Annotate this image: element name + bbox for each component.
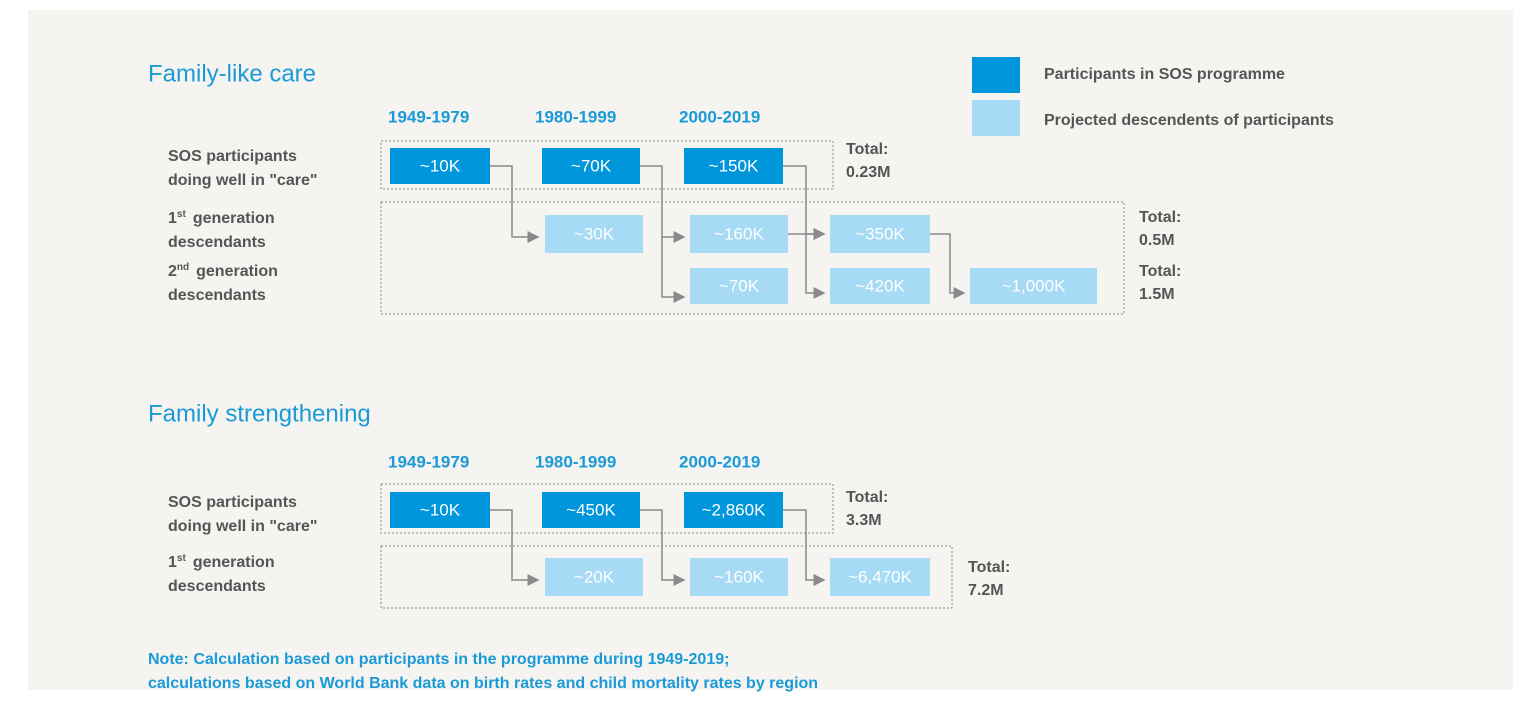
- row-label: doing well in "care": [168, 172, 317, 189]
- value-box-label: ~6,470K: [848, 567, 912, 586]
- value-box-label: ~350K: [855, 224, 905, 243]
- value-box-label: ~160K: [714, 567, 764, 586]
- total-label: Total:: [846, 489, 888, 506]
- period-label: 1949-1979: [388, 107, 469, 126]
- arrow: [490, 165, 540, 243]
- ordinal: 2: [168, 263, 177, 280]
- ordinal-suffix: st: [177, 209, 187, 220]
- legend-swatch: [972, 100, 1020, 136]
- total-value: 7.2M: [968, 582, 1004, 599]
- value-box: [690, 215, 788, 253]
- value-box: [390, 492, 490, 528]
- legend-swatch: [972, 57, 1020, 93]
- value-box-label: ~450K: [566, 500, 616, 519]
- value-box: [690, 268, 788, 304]
- period-label: 1980-1999: [535, 107, 616, 126]
- period-label: 1980-1999: [535, 452, 616, 471]
- note: Note: Calculation based on participants …: [148, 651, 729, 668]
- row-label: doing well in "care": [168, 518, 317, 535]
- row-label: 1st generation: [168, 553, 275, 572]
- total-label: Total:: [968, 559, 1010, 576]
- group-outline: [380, 545, 953, 609]
- row-label: SOS participants: [168, 148, 297, 165]
- arrow: [930, 233, 966, 299]
- total-value: 0.23M: [846, 164, 890, 181]
- value-box: [545, 215, 643, 253]
- row-label-text: generation: [196, 263, 278, 280]
- arrow: [640, 165, 686, 243]
- ordinal: 1: [168, 554, 177, 571]
- value-box-label: ~160K: [714, 224, 764, 243]
- value-box-label: ~2,860K: [702, 500, 766, 519]
- total-label: Total:: [846, 141, 888, 158]
- row-label: descendants: [168, 234, 266, 251]
- group-outline: [380, 483, 834, 534]
- ordinal-suffix: nd: [177, 262, 189, 273]
- total-value: 3.3M: [846, 512, 882, 529]
- arrow: [661, 237, 686, 303]
- period-label: 1949-1979: [388, 452, 469, 471]
- value-box: [684, 148, 783, 184]
- arrow: [490, 509, 540, 586]
- arrow: [805, 234, 826, 299]
- ordinal-suffix: st: [177, 553, 187, 564]
- value-box-label: ~70K: [719, 276, 760, 295]
- section-title: Family-like care: [148, 60, 316, 87]
- value-box: [830, 215, 930, 253]
- value-box-label: ~1,000K: [1002, 276, 1066, 295]
- row-label: descendants: [168, 578, 266, 595]
- legend-label: Participants in SOS programme: [1044, 66, 1285, 83]
- value-box: [690, 558, 788, 596]
- row-label: descendants: [168, 287, 266, 304]
- value-box-label: ~30K: [574, 224, 615, 243]
- arrow: [783, 509, 826, 586]
- value-box: [830, 558, 930, 596]
- value-box-label: ~20K: [574, 567, 615, 586]
- period-label: 2000-2019: [679, 452, 760, 471]
- value-box-label: ~10K: [420, 156, 461, 175]
- row-label: 1st generation: [168, 209, 275, 228]
- value-box: [545, 558, 643, 596]
- section-title: Family strengthening: [148, 400, 371, 427]
- value-box: [684, 492, 783, 528]
- total-label: Total:: [1139, 263, 1181, 280]
- total-label: Total:: [1139, 209, 1181, 226]
- value-box: [542, 492, 640, 528]
- period-label: 2000-2019: [679, 107, 760, 126]
- value-box-label: ~420K: [855, 276, 905, 295]
- value-box-label: ~10K: [420, 500, 461, 519]
- group-outline: [380, 140, 834, 190]
- ordinal: 1: [168, 210, 177, 227]
- group-outline: [380, 201, 1125, 315]
- legend-label: Projected descendents of participants: [1044, 112, 1334, 129]
- row-label-text: generation: [193, 210, 275, 227]
- row-label: 2nd generation: [168, 262, 278, 281]
- value-box: [830, 268, 930, 304]
- value-box-label: ~150K: [709, 156, 759, 175]
- arrow: [640, 509, 686, 586]
- value-box: [542, 148, 640, 184]
- value-box: [390, 148, 490, 184]
- row-label: SOS participants: [168, 494, 297, 511]
- total-value: 0.5M: [1139, 232, 1175, 249]
- value-box: [970, 268, 1097, 304]
- total-value: 1.5M: [1139, 286, 1175, 303]
- value-box-label: ~70K: [571, 156, 612, 175]
- row-label-text: generation: [193, 554, 275, 571]
- note: calculations based on World Bank data on…: [148, 675, 818, 692]
